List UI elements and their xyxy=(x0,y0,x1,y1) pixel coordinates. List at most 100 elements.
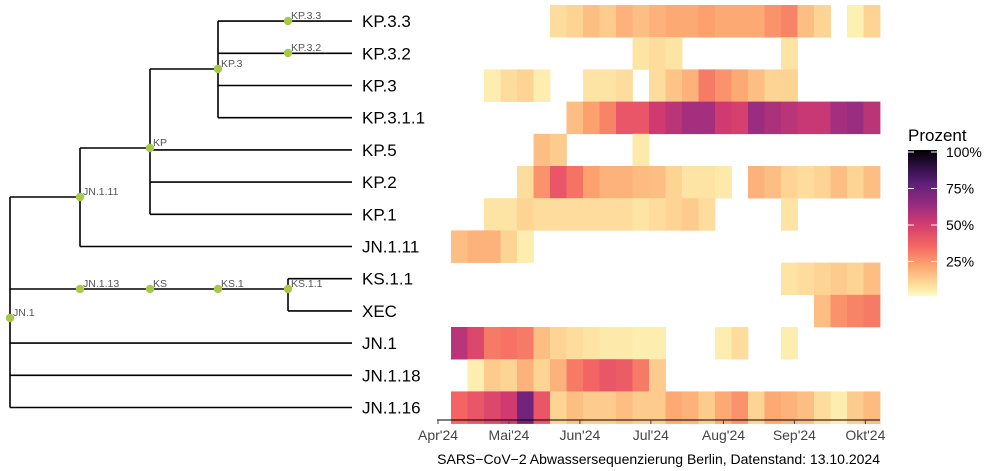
leaf-label-jn-1-18: JN.1.18 xyxy=(362,366,421,385)
heatmap-cell xyxy=(566,359,584,392)
heatmap-cell xyxy=(649,391,666,424)
heatmap-row-kp-2 xyxy=(517,166,881,199)
heatmap-row-jn-1 xyxy=(451,327,798,360)
heatmap-cell xyxy=(500,230,518,263)
heatmap-cell xyxy=(616,166,633,199)
heatmap-row-jn-1-18 xyxy=(467,359,666,392)
heatmap-cell xyxy=(484,230,501,263)
heatmap-cell xyxy=(599,391,617,424)
heatmap-cell xyxy=(731,101,749,135)
x-axis: Apr'24 Mai'24 Jun'24 Jul'24 Aug'24 Sep'24 Okt'… xyxy=(418,419,886,443)
heatmap-cell xyxy=(467,327,485,360)
heatmap-cell xyxy=(566,166,584,199)
leaf-label-jn-1-16: JN.1.16 xyxy=(362,399,421,418)
heatmap-cell xyxy=(665,101,683,135)
heatmap-cell xyxy=(484,327,501,360)
heatmap-cell xyxy=(715,166,732,199)
heatmap-cell xyxy=(649,198,666,231)
heatmap-row-xec xyxy=(814,294,881,328)
heatmap-cell xyxy=(500,391,518,424)
heatmap-cell xyxy=(814,101,831,135)
heatmap-cell xyxy=(847,391,864,424)
heatmap-cell xyxy=(748,5,765,38)
heatmap-cell xyxy=(682,198,699,231)
heatmap-cell xyxy=(649,5,666,38)
legend-label: 100% xyxy=(946,144,982,160)
tree-node-jn-1-13 xyxy=(75,284,85,294)
heatmap-cell xyxy=(698,166,716,199)
tree-node-ks-1-1 xyxy=(283,284,293,294)
heatmap-cell xyxy=(797,391,815,424)
leaf-label-kp-1: KP.1 xyxy=(362,205,397,224)
heatmap-cell xyxy=(781,327,798,360)
heatmap-row-kp-3 xyxy=(484,69,798,102)
heatmap-row-ks-1-1 xyxy=(781,262,881,296)
heatmap-cell xyxy=(797,101,815,135)
heatmap-cell xyxy=(764,5,782,38)
heatmap-cell xyxy=(599,166,617,199)
heatmap-cell xyxy=(781,166,798,199)
tree-node-label: KP xyxy=(153,137,167,149)
heatmap-cell xyxy=(748,101,765,135)
heatmap-cell xyxy=(665,166,683,199)
tree-node-label: KS xyxy=(153,278,167,290)
heatmap-cell xyxy=(781,37,798,70)
heatmap-cell xyxy=(748,69,765,102)
heatmap-cell xyxy=(781,391,798,424)
heatmap-cell xyxy=(632,166,650,199)
tree-node-jn-1-11 xyxy=(75,192,85,202)
heatmap-cell xyxy=(583,69,600,102)
leaf-label-kp-3-1-1: KP.3.1.1 xyxy=(362,109,425,128)
heatmap-cell xyxy=(847,5,864,38)
heatmap-row-kp-3-1-1 xyxy=(566,101,881,135)
heatmap-cell xyxy=(632,198,650,231)
heatmap-cell xyxy=(500,327,518,360)
heatmap-cell xyxy=(748,166,765,199)
x-tick-label: Jun'24 xyxy=(559,427,600,443)
heatmap-cell xyxy=(533,69,551,102)
heatmap-cell xyxy=(682,166,699,199)
heatmap-cell xyxy=(731,391,749,424)
tree-node-label: KP.3 xyxy=(221,58,243,70)
heatmap-cell xyxy=(863,294,881,328)
heatmap-cell xyxy=(830,101,848,135)
heatmap-cell xyxy=(566,198,584,231)
heatmap-cell xyxy=(814,166,831,199)
x-tick-label: Mai'24 xyxy=(489,427,530,443)
heatmap-cell xyxy=(665,198,683,231)
heatmap-cell xyxy=(682,101,699,135)
heatmap-cell xyxy=(484,198,501,231)
heatmap-cell xyxy=(830,294,848,328)
heatmap-cell xyxy=(715,101,732,135)
heatmap-cell xyxy=(698,101,716,135)
heatmap-cell xyxy=(665,69,683,102)
heatmap-cell xyxy=(830,391,848,424)
heatmap-cell xyxy=(814,294,831,328)
heatmap-cell xyxy=(517,391,534,424)
heatmap-cell xyxy=(781,262,798,296)
leaf-label-xec: XEC xyxy=(362,302,397,321)
heatmap-cell xyxy=(715,5,732,38)
leaf-label-jn-1: JN.1 xyxy=(362,334,397,353)
heatmap-cell xyxy=(616,359,633,392)
heatmap-cell xyxy=(649,166,666,199)
heatmap-cell xyxy=(632,391,650,424)
x-tick-label: Jul'24 xyxy=(633,427,669,443)
heatmap-cell xyxy=(797,166,815,199)
heatmap-cell xyxy=(781,5,798,38)
heatmap-cell xyxy=(616,101,633,135)
tree-node-kp-3-2 xyxy=(283,48,293,58)
heatmap-row-kp-5 xyxy=(533,133,650,167)
heatmap-cell xyxy=(632,327,650,360)
heatmap-cell xyxy=(599,101,617,135)
heatmap-row-kp-3-3 xyxy=(550,5,881,38)
heatmap-cell xyxy=(764,101,782,135)
heatmap-cell xyxy=(583,198,600,231)
heatmap-cell xyxy=(847,101,864,135)
heatmap-cell xyxy=(682,69,699,102)
heatmap-cell xyxy=(467,230,485,263)
heatmap-cell xyxy=(583,166,600,199)
tree-node-kp-3-3 xyxy=(283,16,293,26)
heatmap-cell xyxy=(583,5,600,38)
